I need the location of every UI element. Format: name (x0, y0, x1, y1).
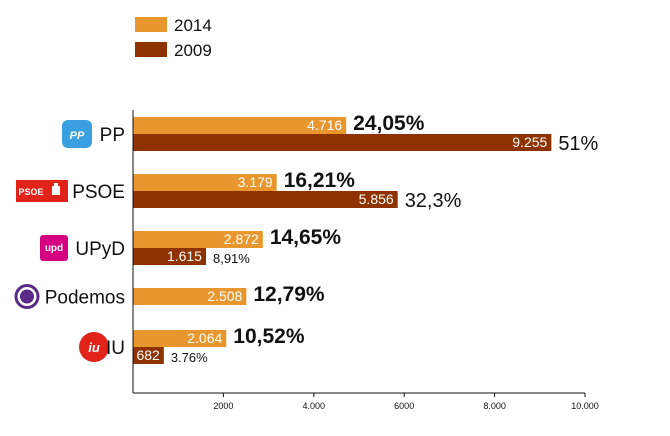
percent-labels: 24,05% 51% 16,21% 32,3% 14,65% 8,91% 12,79% 10,… (171, 112, 599, 365)
percent-label-iu-2009: 3.76% (171, 350, 208, 365)
upyd-logo-icon: upd (40, 235, 68, 261)
iu-logo-icon: iu (79, 332, 109, 362)
bar-value-upyd-2009: 1.615 (167, 248, 202, 264)
party-labels: PP PSOE UPyD Podemos IU (45, 125, 125, 359)
legend: 2014 2009 (135, 16, 212, 60)
x-tick-label: 4.000 (303, 401, 326, 411)
bar-upyd-2014 (133, 231, 263, 248)
x-tick-label: 10.000 (571, 401, 599, 411)
legend-label-2014: 2014 (174, 16, 212, 35)
bar-value-iu-2009: 682 (136, 347, 160, 363)
party-label-psoe: PSOE (72, 182, 125, 203)
percent-label-iu-2014: 10,52% (233, 325, 305, 348)
percent-label-psoe-2014: 16,21% (284, 169, 356, 192)
podemos-logo-dot (20, 289, 34, 304)
bar-value-iu-2014: 2.064 (187, 330, 222, 346)
x-tick-label: 2000 (213, 401, 233, 411)
party-label-pp: PP (100, 125, 125, 146)
bar-value-psoe-2014: 3.179 (238, 174, 273, 190)
bar-iu-2014 (133, 330, 227, 347)
upyd-logo-bg (40, 235, 68, 261)
bar-value-podemos-2014: 2.508 (207, 288, 242, 304)
upyd-logo-text: upd (45, 243, 63, 254)
bar-value-upyd-2014: 2.872 (224, 231, 259, 247)
bar-iu-2009 (133, 347, 164, 364)
percent-label-psoe-2009: 32,3% (405, 190, 462, 212)
pp-logo-bg (62, 120, 92, 148)
party-label-iu: IU (106, 338, 125, 359)
podemos-logo-icon (14, 284, 40, 309)
bar-psoe-2009 (133, 191, 398, 208)
percent-label-upyd-2014: 14,65% (270, 226, 342, 249)
bar-pp-2014 (133, 117, 347, 134)
party-label-podemos: Podemos (45, 288, 125, 309)
legend-swatch-2009 (135, 42, 167, 57)
psoe-logo-text: PSOE (18, 187, 43, 197)
percent-label-upyd-2009: 8,91% (213, 251, 250, 266)
bar-podemos-2014 (133, 288, 247, 305)
psoe-logo-icon: PSOE (16, 180, 68, 202)
iu-logo-text: iu (88, 340, 100, 355)
percent-label-podemos-2014: 12,79% (253, 283, 325, 306)
percent-label-pp-2009: 51% (558, 133, 598, 155)
party-label-upyd: UPyD (75, 239, 125, 260)
bar-pp-2009 (133, 134, 552, 151)
party-logos: PP PSOE upd iu (14, 120, 109, 362)
iu-logo-bg (79, 332, 109, 362)
pp-logo-icon: PP (62, 120, 92, 148)
bar-value-psoe-2009: 5.856 (359, 191, 394, 207)
bar-value-labels: 4.716 9.255 3.179 5.856 2.872 1.615 2.508 2.064… (136, 117, 547, 363)
x-tick-label: 6000 (394, 401, 414, 411)
axes: 2000 4.000 6000 8.000 10.000 (132, 110, 599, 411)
psoe-fist-icon (52, 183, 60, 195)
percent-label-pp-2014: 24,05% (353, 112, 425, 135)
bar-value-pp-2009: 9.255 (512, 134, 547, 150)
legend-label-2009: 2009 (174, 41, 212, 60)
bars (133, 117, 552, 364)
pp-logo-text: PP (70, 130, 85, 142)
legend-swatch-2014 (135, 17, 167, 32)
bar-psoe-2014 (133, 174, 277, 191)
x-tick-label: 8.000 (483, 401, 506, 411)
bar-upyd-2009 (133, 248, 206, 265)
bar-value-pp-2014: 4.716 (307, 117, 342, 133)
